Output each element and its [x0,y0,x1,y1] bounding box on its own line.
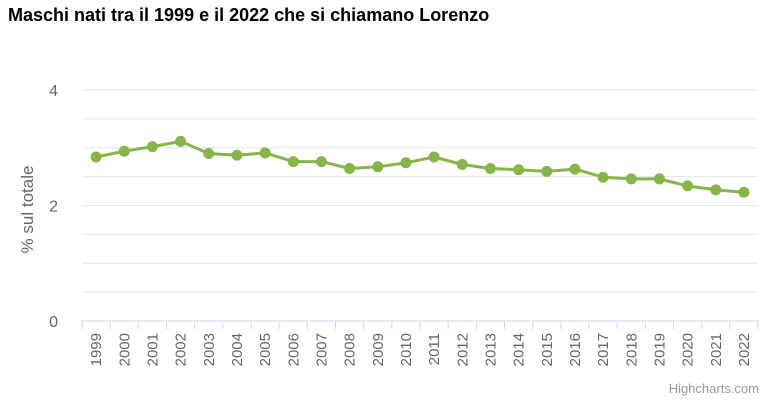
data-point[interactable] [259,147,271,159]
data-point[interactable] [400,157,412,169]
x-tick-label: 2019 [651,333,668,366]
x-tick-label: 2010 [398,333,415,366]
x-tick-label: 2012 [454,333,471,366]
x-tick-label: 2017 [595,333,612,366]
x-tick-label: 2005 [257,333,274,366]
x-tick-label: 2000 [116,333,133,366]
x-tick-label: 2011 [426,333,443,365]
y-axis-label: % sul totale [18,166,37,254]
data-point[interactable] [710,184,722,196]
data-point[interactable] [315,156,327,168]
data-point[interactable] [90,151,102,163]
data-point[interactable] [513,164,525,176]
data-point[interactable] [625,173,637,185]
x-tick-label: 2002 [173,333,190,366]
grid-lines [82,89,758,322]
data-point[interactable] [682,180,694,192]
x-tick-label: 2001 [144,333,161,366]
x-axis-ticks: 1999 2000 2001 2002 2003 2004 2005 2006 2007 2008… [81,321,759,366]
x-tick-label: 2003 [201,333,218,366]
x-tick-label: 2018 [623,333,640,366]
data-point[interactable] [569,163,581,175]
x-tick-label: 2009 [370,333,387,366]
x-tick-label: 1999 [88,333,105,366]
data-point[interactable] [175,135,187,147]
x-tick-label: 2006 [285,333,302,366]
data-point[interactable] [287,156,299,168]
data-point[interactable] [597,171,609,183]
x-tick-label: 2004 [229,333,246,366]
data-point[interactable] [118,145,130,157]
x-tick-label: 2013 [482,333,499,366]
data-point[interactable] [541,165,553,177]
credits-link[interactable]: Highcharts.com [668,381,759,396]
x-tick-label: 2021 [708,333,725,366]
y-axis-ticks: 0 2 4 [49,83,58,331]
y-tick-label: 2 [49,199,58,216]
y-tick-label: 0 [49,314,58,331]
data-point[interactable] [456,158,468,170]
data-point[interactable] [203,148,215,160]
data-point[interactable] [231,149,243,161]
y-tick-label: 4 [49,83,58,100]
x-tick-label: 2015 [539,333,556,366]
data-point[interactable] [428,151,440,163]
data-point[interactable] [344,163,356,175]
data-point[interactable] [372,161,384,173]
series-line [95,139,745,194]
data-point[interactable] [653,173,665,185]
data-points [90,135,750,198]
x-tick-label: 2022 [736,333,753,366]
x-tick-label: 2014 [511,333,528,366]
x-tick-label: 2007 [313,333,330,366]
x-tick-label: 2016 [567,333,584,366]
x-tick-label: 2008 [342,333,359,366]
data-point[interactable] [484,163,496,175]
data-point[interactable] [146,141,158,153]
chart-title: Maschi nati tra il 1999 e il 2022 che si… [8,5,490,25]
x-tick-label: 2020 [680,333,697,366]
data-point[interactable] [738,186,750,198]
